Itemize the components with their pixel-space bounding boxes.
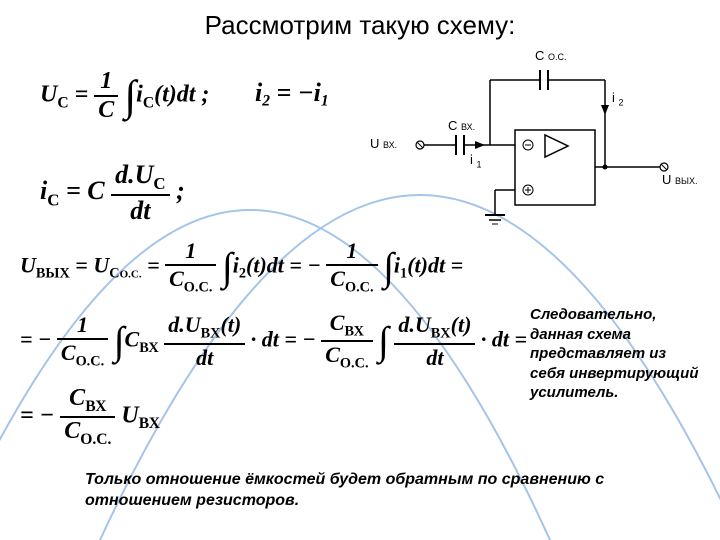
formula-ic: iC = C d.UCdt ; xyxy=(40,160,185,226)
label-c-os: С О.С. xyxy=(535,48,567,63)
formula-long1: UВЫХ = UCO.C. = 1CO.C. ∫i2(t)dt = − 1CO.… xyxy=(20,238,463,296)
label-i1: i 1 xyxy=(470,152,482,170)
formula-uc: UC = 1C ∫iC(t)dt ; xyxy=(40,68,209,124)
page-title: Рассмотрим такую схему: xyxy=(0,0,720,41)
formula-i2: i2 = −i1 xyxy=(255,78,329,111)
label-i2: i 2 xyxy=(612,90,624,108)
conclusion-1: Следовательно, данная схема представляет… xyxy=(530,305,705,403)
label-c-vx: С ВХ. xyxy=(448,118,475,133)
label-u-vx: U ВХ. xyxy=(370,136,397,151)
label-u-out: U ВЫХ. xyxy=(662,172,698,187)
conclusion-2: Только отношение ёмкостей будет обратным… xyxy=(85,470,675,512)
circuit-diagram: С О.С. i 2 С ВХ. U ВХ. i 1 U ВЫХ. xyxy=(400,50,710,225)
formula-long3: = − CВХCO.C. UВХ xyxy=(20,385,160,449)
formula-long2: = − 1CO.C. ∫CВХ d.UBX(t)dt · dt = − CВХC… xyxy=(20,310,527,373)
